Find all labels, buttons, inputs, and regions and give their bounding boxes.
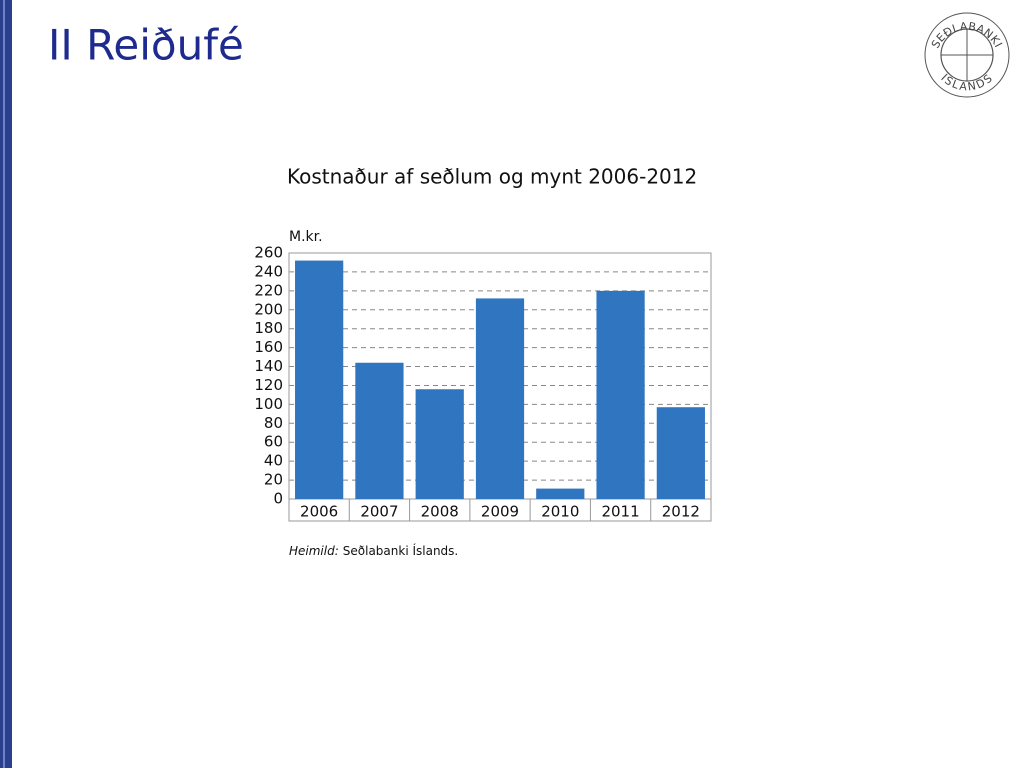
side-band <box>0 0 12 768</box>
y-axis-label: M.kr. <box>289 229 323 245</box>
x-tick-label: 2008 <box>421 503 459 521</box>
logo-ring <box>924 12 1010 98</box>
y-tick-label: 60 <box>264 433 283 451</box>
x-tick-label: 2012 <box>662 503 700 521</box>
side-band-line <box>3 0 5 768</box>
y-tick-label: 100 <box>254 395 283 413</box>
bar <box>355 362 404 499</box>
x-tick-label: 2010 <box>541 503 579 521</box>
x-tick-label: 2009 <box>481 503 519 521</box>
y-tick-label: 80 <box>264 414 283 432</box>
y-tick-label: 20 <box>264 471 283 489</box>
logo-bottom: ÍSLANDS <box>938 71 994 93</box>
x-tick-label: 2007 <box>360 503 398 521</box>
y-tick-label: 260 <box>254 244 283 262</box>
slide-title: II Reiðufé <box>48 21 244 70</box>
source-text: Seðlabanki Íslands. <box>343 543 458 558</box>
y-tick-label: 160 <box>254 338 283 356</box>
y-tick-label: 120 <box>254 376 283 394</box>
x-tick-label: 2006 <box>300 503 338 521</box>
y-tick-label: 220 <box>254 281 283 299</box>
chart-title: Kostnaður af seðlum og mynt 2006-2012 <box>287 165 697 189</box>
bar <box>295 260 344 499</box>
y-tick-label: 240 <box>254 262 283 280</box>
source-label: Heimild: <box>289 544 339 558</box>
y-tick-label: 200 <box>254 300 283 318</box>
logo-text: ÍSLANDS <box>938 71 995 93</box>
bar <box>415 389 464 499</box>
bar <box>596 290 645 499</box>
logo: SEÐLABANKI ÍSLANDS <box>924 12 1010 98</box>
y-tick-label: 180 <box>254 319 283 337</box>
bar <box>536 488 585 499</box>
y-tick-label: 0 <box>273 490 283 508</box>
bar <box>475 298 525 499</box>
y-tick-label: 140 <box>254 357 283 375</box>
source: Heimild: Seðlabanki Íslands. <box>289 543 458 558</box>
bar <box>656 407 705 499</box>
y-tick-label: 40 <box>264 452 283 470</box>
x-tick-label: 2011 <box>601 503 639 521</box>
